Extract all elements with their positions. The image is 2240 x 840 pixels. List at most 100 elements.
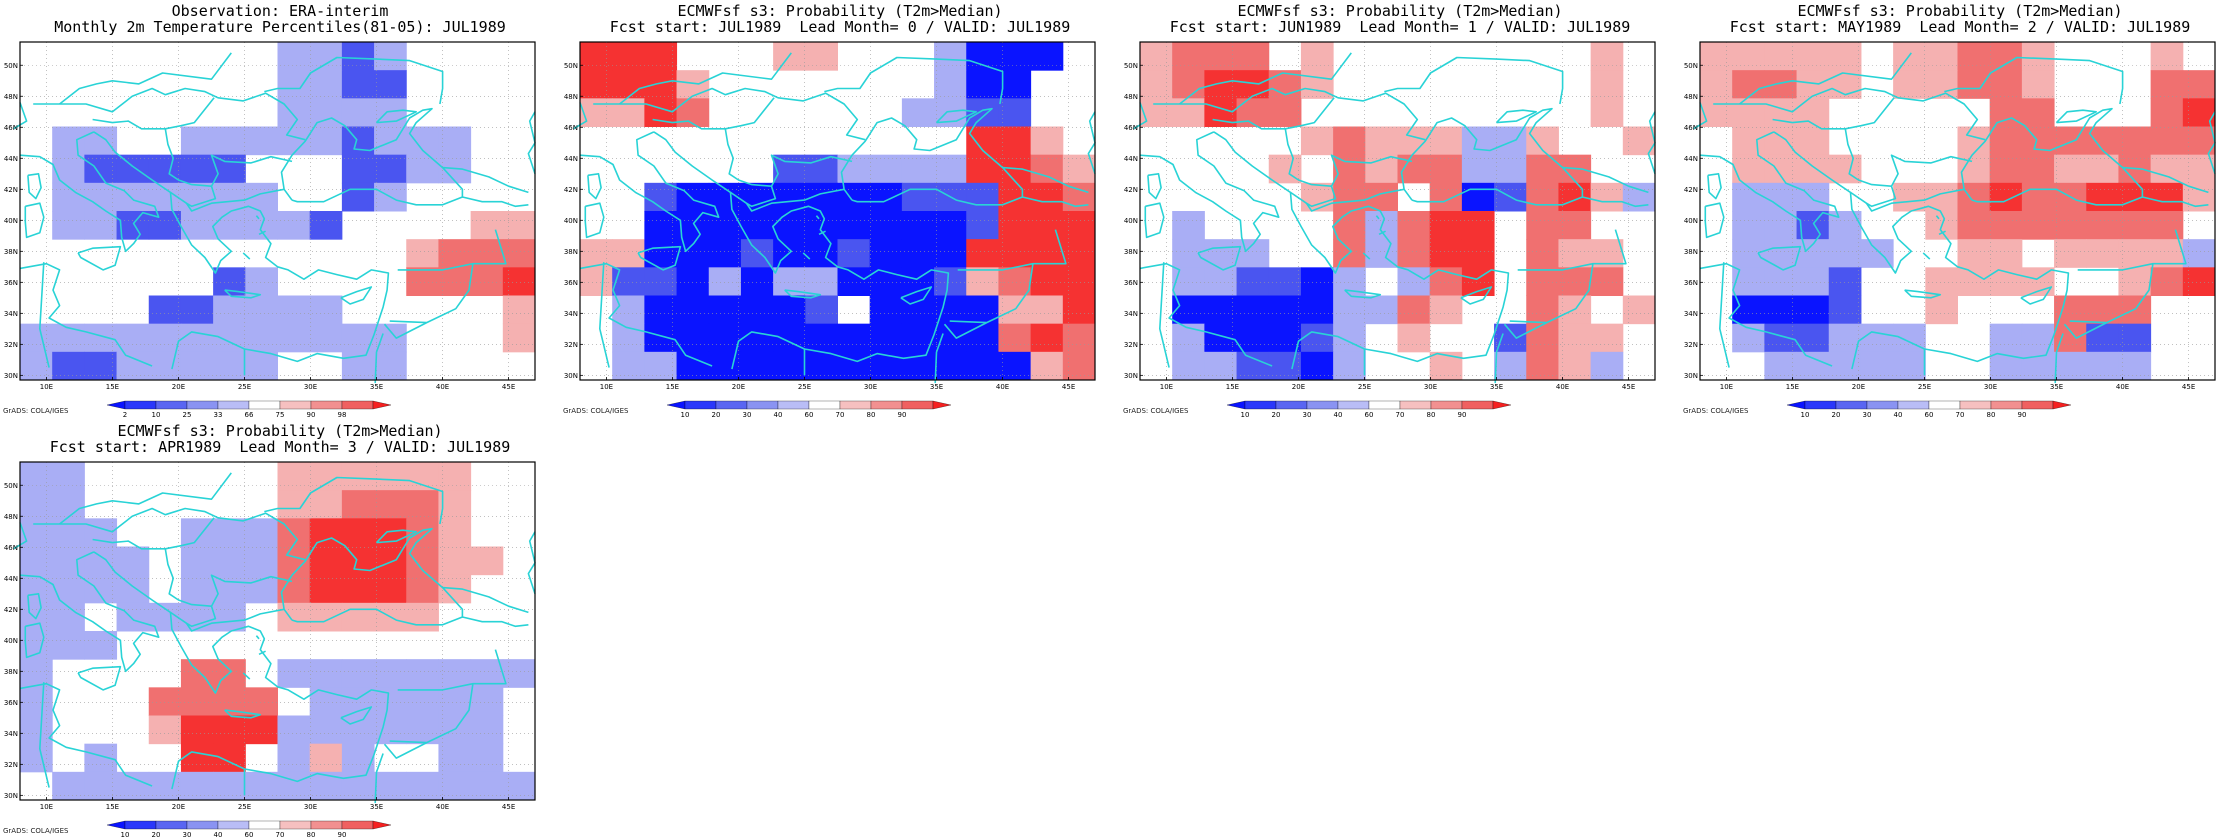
- grid-cells: [1140, 42, 1656, 381]
- grid-cells: [580, 42, 1096, 381]
- colorbar-label: 70: [276, 831, 285, 839]
- colorbar-label: 66: [245, 411, 254, 419]
- lon-tick-label: 30E: [304, 803, 317, 811]
- grid-cell: [341, 659, 375, 688]
- coastline: [24, 622, 45, 659]
- grid-cell: [180, 687, 214, 716]
- grid-cell: [148, 687, 182, 716]
- grid-cell: [245, 715, 278, 745]
- grid-cell: [1526, 211, 1559, 240]
- grid-cell: [1764, 295, 1798, 325]
- coastline: [77, 245, 122, 271]
- coastline: [340, 286, 373, 305]
- grid-cell: [2086, 211, 2119, 240]
- grid-cell: [502, 771, 536, 801]
- coastline: [374, 753, 384, 804]
- coastline: [77, 665, 122, 691]
- coastline: [593, 87, 866, 141]
- grid-cell: [1989, 182, 2023, 212]
- panel-title-line2: Fcst start: APR1989 Lead Month= 3 / VALI…: [49, 438, 511, 456]
- grid-cell: [1030, 154, 1064, 184]
- grid-cell: [2150, 211, 2184, 240]
- grid-cell: [502, 239, 536, 268]
- grid-cell: [2118, 126, 2152, 156]
- colorbar-arrow-low: [1226, 400, 1246, 410]
- grid-cell: [309, 659, 343, 688]
- grid-cell: [1030, 351, 1064, 381]
- grid-cell: [1236, 267, 1270, 296]
- lon-tick-label: 15E: [106, 383, 119, 391]
- grid-cell: [277, 295, 311, 325]
- grid-cell: [116, 574, 150, 604]
- grid-cell: [116, 323, 150, 353]
- grid-cell: [148, 715, 182, 745]
- grid-cell: [1236, 323, 1270, 353]
- colorbar-segment: [310, 400, 343, 410]
- map-plot: 10E 15E 20E 25E 30E 35E 40E 45E 30N 32N 34N 36N 38N 4…: [4, 461, 536, 839]
- coastline: [164, 128, 217, 208]
- grid-cell: [966, 239, 999, 268]
- lat-tick-label: 50N: [1124, 62, 1138, 70]
- grid-cell: [406, 154, 439, 184]
- grid-cell: [1558, 239, 1592, 268]
- lon-tick-label: 35E: [1490, 383, 1503, 391]
- grid-cell: [1030, 126, 1064, 156]
- grid-cell: [1300, 42, 1334, 71]
- grid-cell: [406, 771, 439, 801]
- coastline: [442, 166, 529, 194]
- coastline: [1865, 188, 1965, 212]
- lon-tick-label: 10E: [600, 383, 613, 391]
- grid-cell: [470, 771, 504, 801]
- grid-cell: [805, 295, 838, 325]
- lat-tick-label: 44N: [1124, 155, 1138, 163]
- grid-cell: [148, 323, 182, 353]
- grid-cell: [341, 182, 375, 212]
- grid-cell: [406, 518, 439, 547]
- grid-cell: [213, 295, 246, 325]
- colorbar-label: 90: [2018, 411, 2027, 419]
- grid-cell: [2021, 42, 2055, 71]
- grid-cell: [1893, 182, 1926, 212]
- coastline: [1699, 262, 1833, 367]
- coastline: [185, 608, 285, 632]
- grid-cell: [213, 518, 246, 547]
- colorbar-segment: [808, 400, 841, 410]
- grid-cell: [1397, 295, 1431, 325]
- graticule: [1140, 42, 1655, 380]
- lat-tick-label: 42N: [564, 186, 578, 194]
- grid-cell: [406, 267, 439, 296]
- grid-cell: [1700, 42, 1733, 71]
- grid-cell: [309, 211, 343, 240]
- coastline: [1707, 173, 1722, 200]
- coastline: [374, 333, 384, 384]
- lat-tick-label: 30N: [4, 372, 18, 380]
- coastline: [957, 229, 1067, 271]
- colorbar-label: 98: [338, 411, 347, 419]
- coastline: [818, 230, 826, 236]
- grid-cell: [934, 323, 967, 353]
- grid-cell: [966, 267, 999, 296]
- colorbar: 10 20 30 40 60 70 80 90: [1226, 400, 1512, 419]
- grid-cell: [869, 323, 903, 353]
- map-panel-lead1: ECMWFsf s3: Probability (T2m>Median) Fcs…: [1120, 0, 1680, 420]
- colorbar-label: 80: [1987, 411, 1996, 419]
- grid-cell: [1204, 42, 1238, 71]
- grid-cell: [580, 42, 613, 71]
- coastlines: [572, 52, 1096, 384]
- grid-cell: [1590, 351, 1624, 381]
- coastline: [745, 188, 845, 212]
- grid-cell: [1526, 323, 1559, 353]
- lat-tick-label: 48N: [4, 513, 18, 521]
- grid-cell: [1030, 295, 1064, 325]
- coastline: [1699, 131, 1840, 253]
- lat-tick-label: 50N: [4, 62, 18, 70]
- coastline: [389, 683, 474, 744]
- coastline: [224, 709, 262, 719]
- panel-title-line2: Monthly 2m Temperature Percentiles(81-05…: [54, 18, 506, 36]
- coastline: [59, 472, 232, 525]
- grid-cell: [2054, 211, 2087, 240]
- grid-cell: [180, 295, 214, 325]
- colorbar-segment: [155, 820, 188, 830]
- grid-cell: [1333, 211, 1366, 240]
- grid-cell: [406, 239, 439, 268]
